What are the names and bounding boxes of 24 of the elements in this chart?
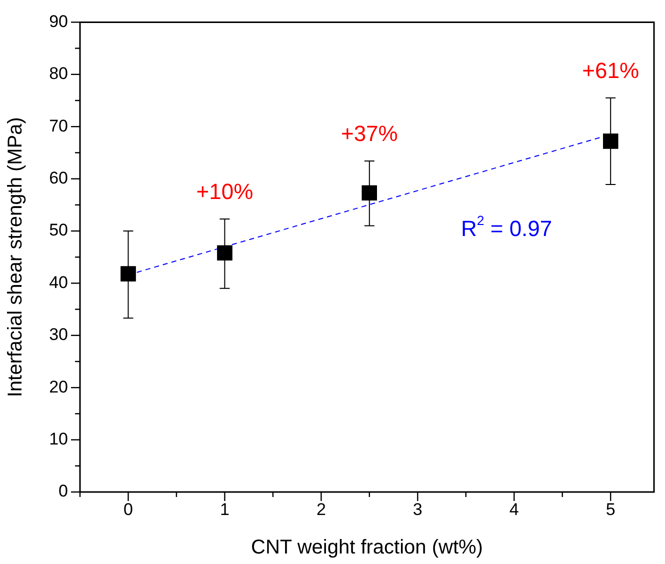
x-tick-label: 4 xyxy=(509,500,519,519)
point xyxy=(603,134,618,149)
x-tick-label: 2 xyxy=(316,500,326,519)
annotation: +10% xyxy=(196,179,254,204)
y-tick-label: 20 xyxy=(49,377,68,396)
y-tick-label: 90 xyxy=(49,12,68,31)
point xyxy=(362,185,377,200)
x-axis-title: CNT weight fraction (wt%) xyxy=(251,536,483,559)
y-tick-label: 50 xyxy=(49,220,68,240)
x-tick-label: 0 xyxy=(124,500,133,519)
y-tick-label: 10 xyxy=(49,429,68,448)
point xyxy=(217,245,232,260)
y-tick-label: 0 xyxy=(58,482,68,501)
y-axis-title: Interfacial shear strength (MPa) xyxy=(4,117,27,398)
x-tick-label: 1 xyxy=(220,500,230,519)
x-tick-label: 5 xyxy=(606,500,616,519)
annotation: +61% xyxy=(582,58,640,83)
y-tick-label: 80 xyxy=(49,64,68,84)
annotation: +37% xyxy=(340,121,398,146)
y-tick-label: 60 xyxy=(49,168,68,188)
y-tick-label: 30 xyxy=(49,325,68,344)
x-tick-label: 3 xyxy=(412,500,422,519)
y-tick-label: 40 xyxy=(49,272,68,292)
y-tick-label: 70 xyxy=(49,116,68,136)
